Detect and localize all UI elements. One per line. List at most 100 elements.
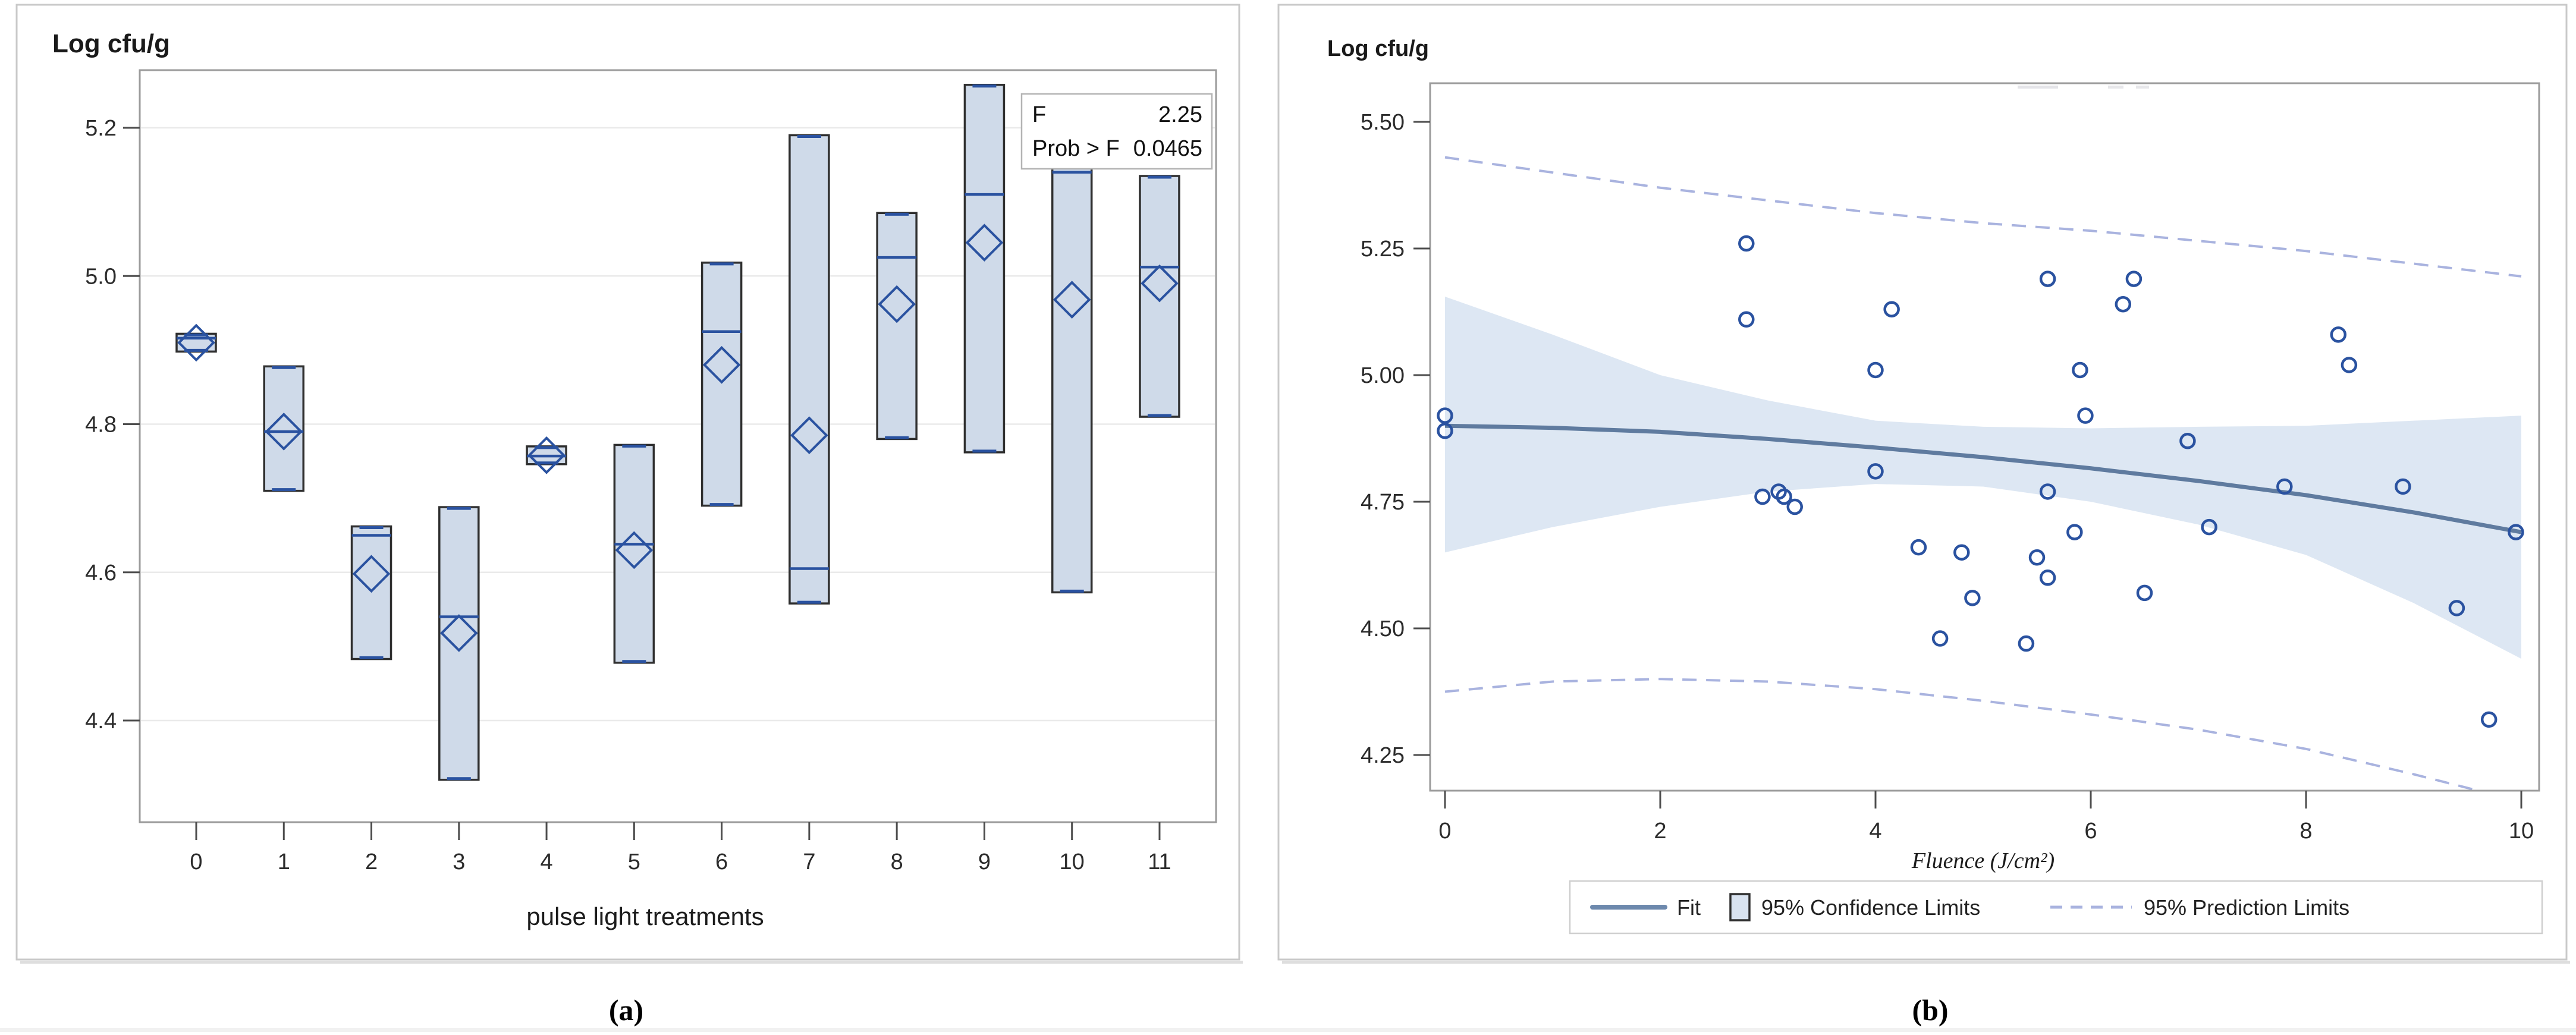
caption-b: (b) bbox=[1912, 993, 1948, 1027]
scatter-point bbox=[1786, 498, 1803, 515]
mean-diamond bbox=[265, 413, 303, 451]
box-body bbox=[963, 83, 1006, 454]
box-body bbox=[876, 212, 918, 441]
x-tick-label: 0 bbox=[1438, 819, 1451, 844]
legend: Fit 95% Confidence Limits 95% Prediction… bbox=[1569, 880, 2543, 935]
mean-diamond bbox=[702, 345, 741, 384]
scatter-point bbox=[1754, 488, 1771, 505]
x-tick-label: 3 bbox=[453, 850, 465, 874]
x-tick-label: 10 bbox=[1060, 850, 1085, 874]
mean-diamond bbox=[790, 416, 828, 455]
box-body bbox=[438, 506, 480, 781]
y-tick-label: 4.50 bbox=[1361, 616, 1405, 641]
legend-fit-label: Fit bbox=[1677, 895, 1701, 920]
mean-diamond bbox=[878, 285, 916, 323]
x-tick-label: 6 bbox=[715, 850, 728, 874]
scatter-point bbox=[2039, 483, 2056, 500]
y-tick-label: 4.25 bbox=[1361, 743, 1405, 768]
stats-box-frame bbox=[1020, 93, 1213, 170]
mean-diamond bbox=[177, 323, 215, 362]
y-tick-label: 4.8 bbox=[85, 413, 117, 438]
box-treatment-10 bbox=[1051, 104, 1093, 594]
scatter-point bbox=[2395, 478, 2411, 495]
chart-a-xaxis-title: pulse light treatments bbox=[526, 902, 764, 930]
box-treatment-1 bbox=[263, 365, 305, 492]
stat-prob-label: Prob > F bbox=[1032, 136, 1120, 161]
legend-confidence-swatch bbox=[1729, 893, 1751, 921]
scatter-point bbox=[1883, 301, 1900, 317]
scatter-point bbox=[2341, 357, 2358, 373]
box-treatment-4 bbox=[526, 436, 567, 474]
box-body bbox=[1051, 104, 1093, 594]
scatter-point bbox=[2201, 518, 2217, 536]
x-tick-label: 1 bbox=[278, 850, 290, 874]
scatter-point bbox=[1867, 463, 1884, 480]
box-treatment-0 bbox=[175, 323, 217, 362]
mean-diamond bbox=[352, 555, 391, 593]
y-tick-label: 4.4 bbox=[85, 709, 117, 734]
scatter-point bbox=[2039, 570, 2056, 586]
scatter-point bbox=[2028, 549, 2046, 566]
scatter-point bbox=[1931, 630, 1949, 647]
x-tick-label: 8 bbox=[891, 850, 903, 874]
box-body bbox=[788, 134, 830, 605]
x-tick-label: 8 bbox=[2299, 819, 2312, 844]
scatter-point bbox=[2179, 433, 2196, 449]
scatter-point bbox=[2448, 600, 2465, 616]
anova-stats-box: F 2.25 Prob > F 0.0465 bbox=[1020, 93, 1213, 170]
page-bottom-edge bbox=[0, 1028, 2576, 1032]
mean-diamond bbox=[1053, 281, 1091, 319]
x-tick-label: 4 bbox=[541, 850, 553, 874]
chart-b-xaxis-title: Fluence (J/cm²) bbox=[1911, 848, 2054, 873]
scatter-point bbox=[2508, 524, 2524, 540]
plot-frame-a bbox=[139, 69, 1217, 823]
box-treatment-5 bbox=[613, 443, 655, 664]
mean-diamond bbox=[527, 436, 566, 474]
x-tick-label: 2 bbox=[1654, 819, 1666, 844]
scatter-chart-area: 5.50 5.25 5.00 4.75 4.50 4.25 0 2 4 6 8 10 bbox=[1361, 82, 2540, 844]
faint-artifact bbox=[2018, 86, 2149, 89]
y-tick-label: 5.50 bbox=[1361, 110, 1405, 135]
x-tick-label: 10 bbox=[2509, 819, 2534, 844]
y-tick-label: 5.25 bbox=[1361, 237, 1405, 262]
mean-diamond bbox=[1141, 264, 1179, 303]
scatter-point bbox=[2136, 584, 2153, 602]
fit-line bbox=[1444, 423, 2522, 534]
box-body bbox=[700, 262, 743, 507]
scatter-point bbox=[2276, 478, 2293, 495]
plot-frame-b bbox=[1429, 82, 2540, 792]
scatter-point bbox=[1437, 407, 1453, 424]
box-body bbox=[1139, 175, 1180, 418]
x-tick-label: 9 bbox=[978, 850, 991, 874]
scatter-point bbox=[2077, 407, 2094, 424]
box-treatment-11 bbox=[1139, 175, 1180, 418]
scatter-point bbox=[1867, 361, 1884, 379]
box-treatment-8 bbox=[876, 212, 918, 441]
x-tick-label: 2 bbox=[365, 850, 378, 874]
scatter-point bbox=[1910, 539, 1927, 556]
caption-a: (a) bbox=[609, 993, 643, 1027]
mean-diamond bbox=[965, 224, 1004, 262]
x-tick-label: 5 bbox=[628, 850, 640, 874]
stat-f-label: F bbox=[1032, 102, 1046, 127]
box-treatment-6 bbox=[700, 262, 743, 507]
box-treatment-2 bbox=[350, 525, 392, 660]
x-tick-label: 6 bbox=[2084, 819, 2097, 844]
scatter-point bbox=[1437, 422, 1453, 439]
scatter-point bbox=[2115, 295, 2132, 313]
box-treatment-3 bbox=[438, 506, 480, 781]
x-tick-label: 11 bbox=[1148, 850, 1171, 874]
box-treatment-9 bbox=[963, 83, 1006, 454]
y-tick-label: 4.6 bbox=[85, 561, 117, 586]
legend-prediction-label: 95% Prediction Limits bbox=[2144, 895, 2349, 920]
y-tick-label: 5.2 bbox=[85, 116, 117, 141]
stat-f-value: 2.25 bbox=[1158, 102, 1202, 127]
scatter-point bbox=[1953, 544, 1970, 561]
chart-b-title: Log cfu/g bbox=[1327, 36, 1429, 61]
scatter-point bbox=[1738, 311, 1755, 328]
scatter-point bbox=[2039, 270, 2056, 287]
scatter-point bbox=[2072, 361, 2088, 379]
mean-diamond bbox=[439, 614, 478, 652]
confidence-band bbox=[1445, 296, 2521, 659]
